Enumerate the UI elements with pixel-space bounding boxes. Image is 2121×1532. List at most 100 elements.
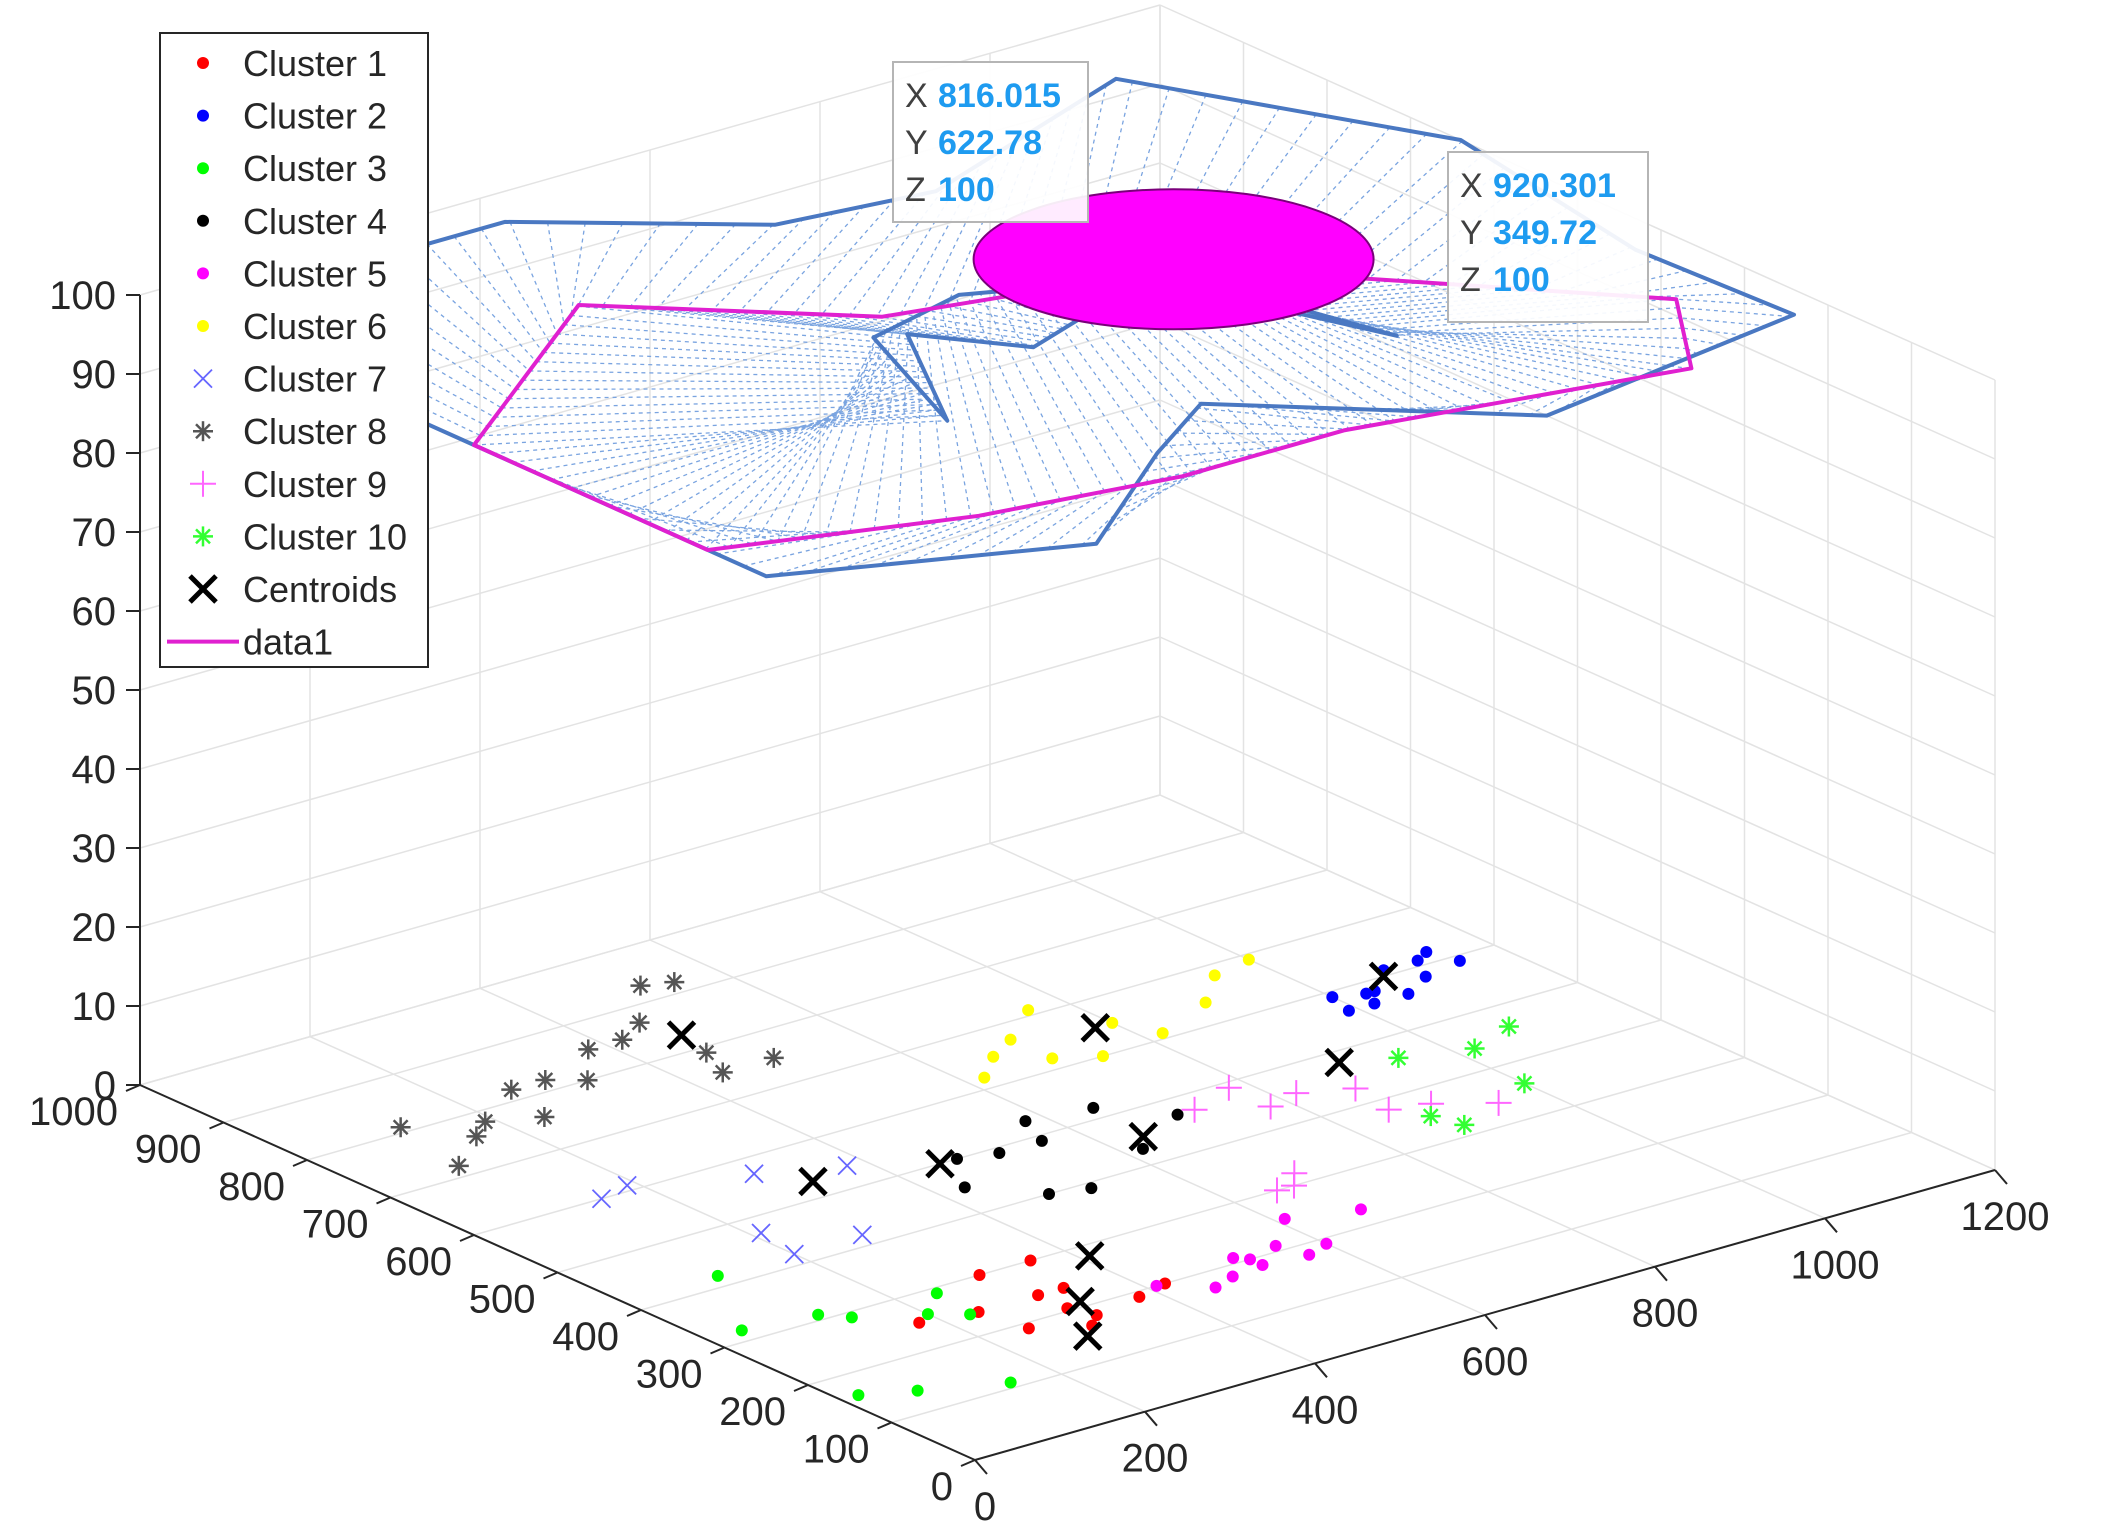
data-point (1097, 1050, 1109, 1063)
y-tick-label: 900 (135, 1128, 202, 1172)
surface-mesh-rib (1107, 88, 1170, 280)
y-tick-label: 1000 (29, 1090, 118, 1134)
data-point (1171, 1108, 1184, 1121)
datatip-axis-label: Y (1460, 214, 1483, 252)
data-point (1065, 1286, 1095, 1317)
data-point (696, 1042, 717, 1063)
surface-mesh-rib (767, 311, 995, 344)
surface-mesh-rib (480, 228, 551, 344)
legend-marker (193, 368, 213, 389)
surface-mesh-rib (946, 305, 1064, 330)
surface-mesh-rib (686, 360, 896, 541)
surface-mesh-rib (777, 339, 877, 542)
data-point (1324, 1047, 1354, 1078)
surface-mesh-rib (684, 224, 774, 310)
data-point (475, 1111, 496, 1132)
x-tick-label: 200 (1122, 1437, 1189, 1481)
data-point (1181, 1096, 1208, 1123)
surface-mesh-rib (663, 529, 851, 533)
data-point (1368, 997, 1381, 1010)
backwall-gridline (139, 794, 1161, 1086)
backwall-gridline (139, 478, 1161, 770)
z-tick-label: 30 (72, 827, 117, 871)
surface-mesh-rib (582, 493, 778, 542)
data-point (913, 1316, 926, 1329)
y-tick-label: 300 (636, 1353, 703, 1397)
legend-marker (197, 214, 209, 227)
surface-mesh-rib (531, 403, 934, 472)
data-point (958, 1181, 971, 1194)
data1-curve (472, 264, 1694, 552)
data-point (1043, 1188, 1055, 1200)
data-point (1156, 1027, 1169, 1040)
data-point (666, 1020, 697, 1050)
data-point (1004, 1033, 1017, 1046)
surface-mesh-rib (1005, 290, 1128, 488)
sidewall-gridline (1159, 320, 1996, 697)
data-point (534, 1107, 555, 1127)
data-point (1303, 1248, 1316, 1261)
x-tick-mark (1144, 1411, 1158, 1427)
x-tick-label: 0 (974, 1485, 996, 1529)
surface-mesh-rib (992, 291, 1106, 492)
surface-mesh-rib (1491, 392, 1555, 415)
surface-mesh-rib (508, 392, 935, 400)
surface-mesh-rib (577, 222, 624, 307)
surface-mesh-rib (589, 387, 919, 498)
surface-mesh-rib (550, 342, 920, 362)
x-tick-mark (1484, 1314, 1498, 1330)
legend-label: data1 (243, 622, 333, 663)
surface-mesh-rib (711, 218, 805, 311)
sidewall-gridline (1159, 715, 1996, 1092)
series-cluster-6 (978, 953, 1255, 1084)
data-point (1242, 953, 1255, 966)
datatip-value: 920.301 (1493, 167, 1616, 205)
datatip-value: 622.78 (938, 124, 1042, 162)
floor-gridline (807, 1094, 1829, 1386)
z-tick-label: 40 (72, 748, 117, 792)
data-point (1046, 1052, 1059, 1065)
surface-mesh-rib (923, 309, 1057, 334)
surface-mesh-rib (712, 309, 966, 341)
data-point (1420, 1106, 1441, 1127)
surface-mesh-rib (628, 377, 910, 515)
surface-mesh-rib (480, 414, 945, 437)
surface-mesh-rib (453, 235, 544, 353)
legend-item: Cluster 9 (190, 464, 387, 505)
surface-mesh-rib (805, 516, 971, 573)
data-point (1019, 1115, 1032, 1128)
surface-mesh-rib (399, 251, 530, 372)
y-tick-label: 500 (469, 1278, 536, 1322)
data-point (1498, 1016, 1519, 1037)
surface-mesh-rib (493, 414, 943, 455)
legend-label: Cluster 4 (243, 201, 387, 242)
data-point (390, 1117, 411, 1138)
datatip-box (892, 61, 1089, 223)
surface-mesh-rib (979, 292, 1083, 497)
data-point (751, 1223, 771, 1243)
surface-mesh-rib (849, 327, 894, 533)
data-point (951, 1152, 963, 1165)
surface-mesh-rib (739, 212, 835, 312)
surface-mesh-rib (426, 243, 537, 363)
legend-label: Centroids (243, 569, 397, 610)
legend-marker (197, 57, 209, 69)
series-cluster-7 (591, 1156, 872, 1264)
legend-label: Cluster 8 (243, 411, 387, 452)
data-point (1136, 1142, 1149, 1155)
floor-gridline (223, 831, 1244, 1124)
surface-mesh-rib (1100, 478, 1172, 537)
surface-mesh-rib (1197, 407, 1373, 426)
y-tick-mark (292, 1159, 308, 1167)
data-point (711, 1269, 724, 1282)
legend-item: Cluster 1 (197, 43, 387, 84)
surface-mesh-rib (1678, 306, 1790, 318)
data-point (1226, 1270, 1239, 1283)
data-point (852, 1225, 872, 1245)
surface-mesh-rib (536, 361, 925, 373)
data-point (1411, 954, 1424, 967)
surface-mesh-rib (946, 139, 1019, 307)
surface-mesh-rib (570, 222, 586, 316)
legend-label: Cluster 7 (243, 359, 387, 400)
data-point (1388, 1047, 1409, 1068)
